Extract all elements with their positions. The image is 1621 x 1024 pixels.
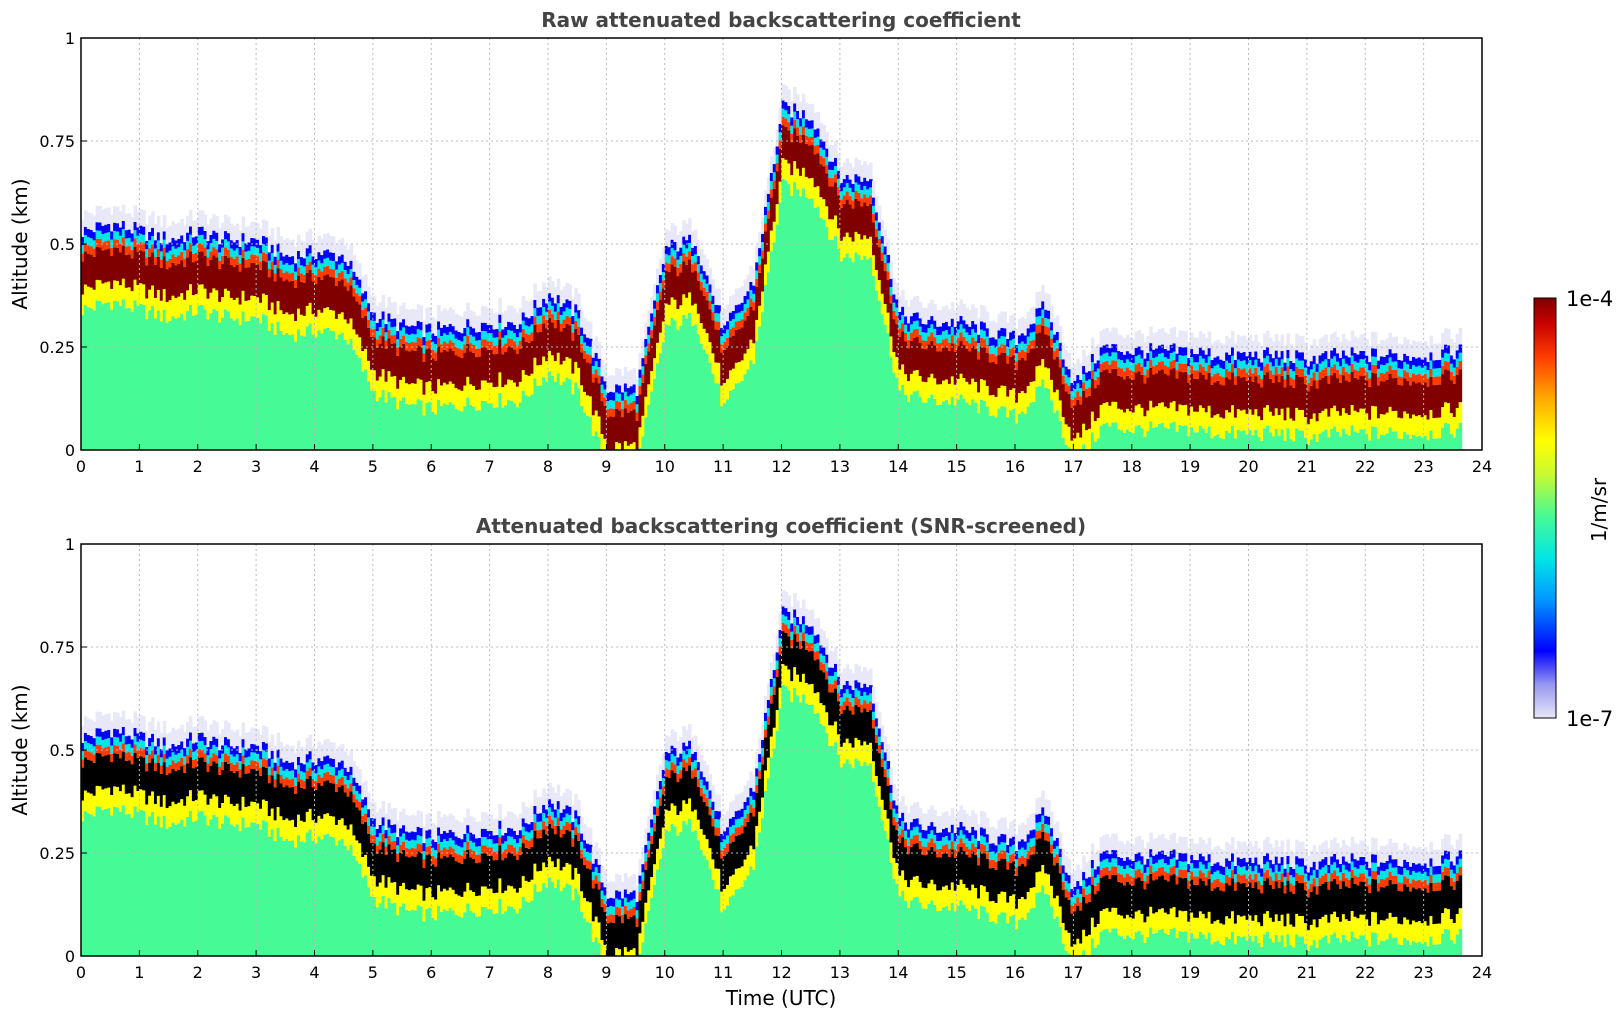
x-tick-label: 17 [1063, 457, 1083, 476]
x-tick-label: 10 [655, 457, 675, 476]
heatmap-cell [142, 716, 146, 732]
panel-raw-ylabel: Altitude (km) [8, 178, 32, 309]
heatmap-cell [1459, 328, 1463, 344]
heatmap-cell [889, 262, 893, 278]
y-tick-label: 0.25 [39, 338, 75, 357]
heatmap-cell [1459, 361, 1463, 369]
x-tick-label: 5 [368, 457, 378, 476]
heatmap-cell [717, 289, 721, 305]
heatmap-cell [1459, 402, 1463, 423]
x-tick-label: 23 [1413, 457, 1433, 476]
x-tick-label: 9 [601, 457, 611, 476]
heatmap-cell [498, 804, 502, 820]
heatmap-cell [869, 163, 873, 179]
heatmap-cell [1459, 344, 1463, 352]
x-tick-label: 13 [830, 457, 850, 476]
heatmap-cell [717, 795, 721, 811]
heatmap-cell [568, 284, 572, 300]
x-tick-label: 0 [76, 457, 86, 476]
x-tick-label: 15 [946, 457, 966, 476]
y-tick-label: 0 [65, 441, 75, 460]
x-tick-label: 12 [771, 457, 791, 476]
heatmap-cell [498, 298, 502, 314]
heatmap-cell [577, 800, 581, 816]
panel-raw: Raw attenuated backscattering coefficien… [8, 8, 1492, 476]
x-tick-label: 3 [251, 457, 261, 476]
x-tick-label: 20 [1238, 457, 1258, 476]
heatmap-cell [142, 210, 146, 226]
heatmap-cell [1459, 369, 1463, 402]
heatmap-cell [872, 181, 876, 197]
x-tick-label: 11 [713, 457, 733, 476]
x-tick-label: 16 [1005, 457, 1025, 476]
heatmap-cell [598, 848, 602, 864]
heatmap-cell [568, 790, 572, 806]
heatmap-cell [577, 294, 581, 310]
heatmap-cell [1059, 326, 1063, 342]
heatmap-cell [265, 727, 269, 743]
x-tick-label: 4 [309, 457, 319, 476]
y-tick-label: 0.5 [50, 235, 75, 254]
x-tick-label: 14 [888, 457, 908, 476]
panel-raw-title: Raw attenuated backscattering coefficien… [541, 8, 1021, 32]
x-tick-label: 2 [193, 457, 203, 476]
heatmap-cell [589, 828, 593, 844]
y-tick-label: 0.75 [39, 132, 75, 151]
heatmap-cell [598, 342, 602, 358]
heatmap-cell [589, 322, 593, 338]
x-tick-label: 19 [1180, 457, 1200, 476]
x-tick-label: 7 [485, 457, 495, 476]
x-tick-label: 21 [1297, 457, 1317, 476]
heatmap-cell [1459, 423, 1463, 450]
panel-raw-y-axis: 0 0.25 0.5 0.75 1 [39, 29, 87, 460]
x-tick-label: 18 [1122, 457, 1142, 476]
x-tick-label: 1 [134, 457, 144, 476]
panel-screened-title: Attenuated backscattering coefficient (S… [476, 514, 1086, 538]
heatmap-cell [420, 812, 424, 828]
heatmap-cell [1459, 353, 1463, 361]
heatmap-cell [887, 255, 891, 263]
x-tick-label: 6 [426, 457, 436, 476]
heatmap-cell [265, 221, 269, 237]
panel-screened: Attenuated backscattering coefficient (S… [8, 514, 1492, 1010]
x-tick-label: 22 [1355, 457, 1375, 476]
x-tick-label: 8 [543, 457, 553, 476]
x-tick-label: 24 [1472, 457, 1492, 476]
heatmap-cell [420, 306, 424, 322]
heatmap-cell [887, 238, 891, 254]
y-tick-label: 1 [65, 29, 75, 48]
